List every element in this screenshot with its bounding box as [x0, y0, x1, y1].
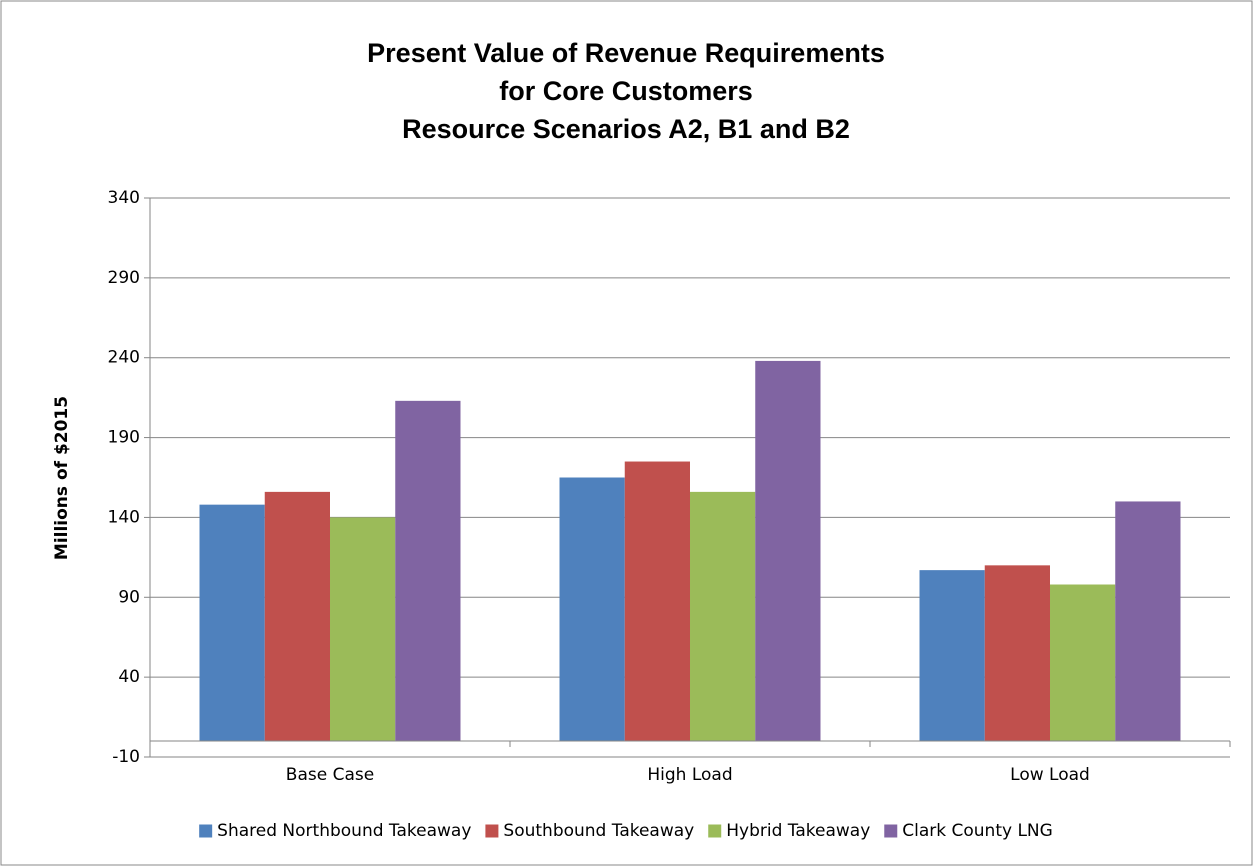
- y-tick-label: 190: [108, 428, 140, 448]
- x-tick-label: Low Load: [1010, 765, 1090, 785]
- bar: [919, 570, 985, 742]
- bar: [395, 400, 461, 742]
- y-tick-label: 290: [108, 268, 140, 288]
- chart-title: for Core Customers: [499, 76, 753, 106]
- y-tick-label: 40: [118, 667, 140, 687]
- bar: [264, 491, 330, 742]
- legend-swatch: [708, 824, 722, 838]
- legend-label: Hybrid Takeaway: [726, 821, 870, 841]
- bar: [199, 504, 265, 742]
- legend-label: Southbound Takeaway: [503, 821, 694, 841]
- bar: [1050, 584, 1116, 742]
- bar: [559, 477, 625, 742]
- bar: [330, 517, 396, 742]
- bar: [755, 360, 821, 742]
- legend-swatch: [199, 824, 213, 838]
- y-tick-label: -10: [112, 747, 140, 767]
- y-tick-label: 90: [118, 587, 140, 607]
- y-axis-label: Millions of $2015: [52, 396, 72, 560]
- chart-title: Present Value of Revenue Requirements: [367, 38, 885, 68]
- bar: [690, 491, 756, 742]
- bar: [1115, 501, 1181, 742]
- bar: [984, 565, 1050, 742]
- x-tick-label: Base Case: [286, 765, 374, 785]
- legend-swatch: [485, 824, 499, 838]
- legend-label: Shared Northbound Takeaway: [217, 821, 471, 841]
- y-tick-label: 240: [108, 348, 140, 368]
- y-tick-label: 140: [108, 507, 140, 527]
- chart-title: Resource Scenarios A2, B1 and B2: [402, 114, 850, 144]
- y-tick-label: 340: [108, 188, 140, 208]
- x-tick-label: High Load: [647, 765, 732, 785]
- legend-swatch: [884, 824, 898, 838]
- bar: [624, 461, 690, 742]
- legend-label: Clark County LNG: [902, 821, 1053, 841]
